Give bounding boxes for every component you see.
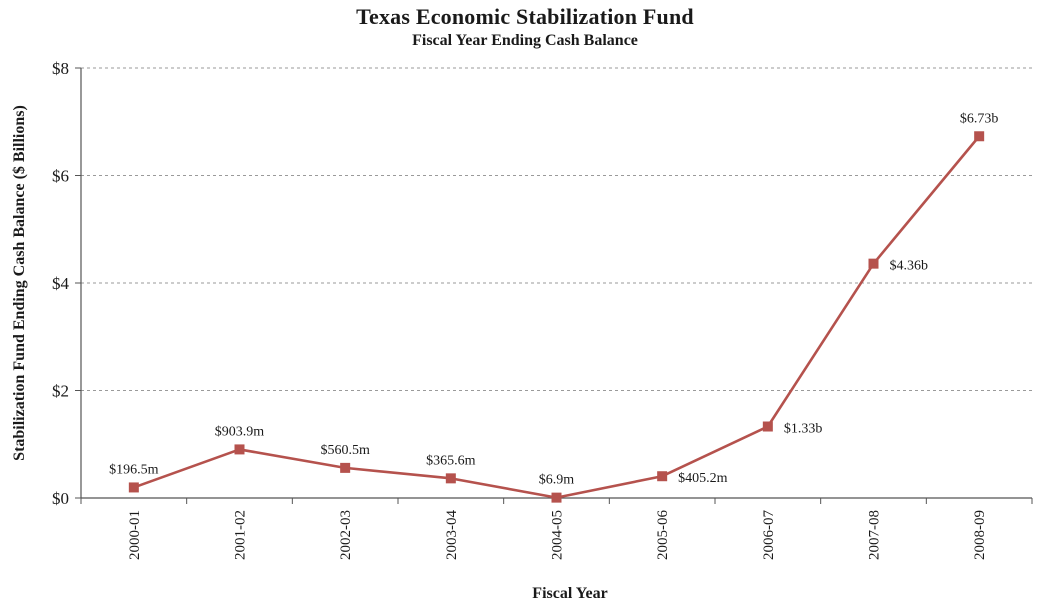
x-tick-label: 2007-08 [867, 510, 883, 560]
chart-subtitle: Fiscal Year Ending Cash Balance [412, 32, 638, 49]
data-point-marker [762, 421, 773, 432]
data-labels: $196.5m $903.9m $560.5m $365.6m $6.9m $405.2m… [109, 111, 998, 487]
x-tick-label: 2006-07 [761, 510, 777, 560]
y-axis-title: Stabilization Fund Ending Cash Balance (… [11, 105, 28, 461]
y-tick-label: $8 [52, 59, 69, 78]
x-tick-label: 2008-09 [972, 510, 988, 560]
data-label: $6.9m [539, 473, 575, 488]
x-tick-label: 2004-05 [550, 510, 566, 560]
data-point-marker [974, 131, 985, 142]
x-axis-ticks: 2000-01 2001-02 2002-03 2003-04 2004-05 2005-… [80, 498, 1033, 560]
y-axis-ticks: $0 $2 $4 $6 $8 [52, 59, 81, 508]
gridlines [81, 67, 1032, 391]
data-label: $196.5m [109, 462, 159, 477]
data-point-marker [340, 462, 351, 473]
x-tick-label: 2000-01 [127, 510, 143, 560]
x-tick-label: 2001-02 [233, 510, 249, 560]
data-point-marker [868, 258, 879, 269]
x-tick-label: 2002-03 [338, 510, 354, 560]
data-label: $903.9m [215, 424, 265, 439]
data-label: $4.36b [890, 259, 929, 274]
data-point-marker [445, 473, 456, 484]
x-tick-label: 2005-06 [655, 510, 671, 560]
data-label: $1.33b [784, 422, 823, 437]
data-point-marker [234, 444, 245, 455]
y-tick-label: $6 [52, 167, 69, 186]
chart-title: Texas Economic Stabilization Fund [356, 4, 694, 29]
x-axis-title: Fiscal Year [532, 585, 607, 602]
data-point-marker [551, 492, 562, 503]
data-label: $560.5m [320, 443, 370, 458]
data-label: $405.2m [678, 471, 728, 486]
series-line [128, 131, 985, 503]
x-tick-label: 2003-04 [444, 510, 460, 560]
y-tick-label: $0 [52, 489, 69, 508]
series-polyline [133, 135, 981, 499]
y-tick-label: $2 [52, 382, 69, 401]
data-label: $365.6m [426, 453, 476, 468]
data-point-marker [128, 482, 139, 493]
data-label: $6.73b [960, 111, 999, 126]
data-point-marker [657, 471, 668, 482]
y-tick-label: $4 [52, 274, 70, 293]
